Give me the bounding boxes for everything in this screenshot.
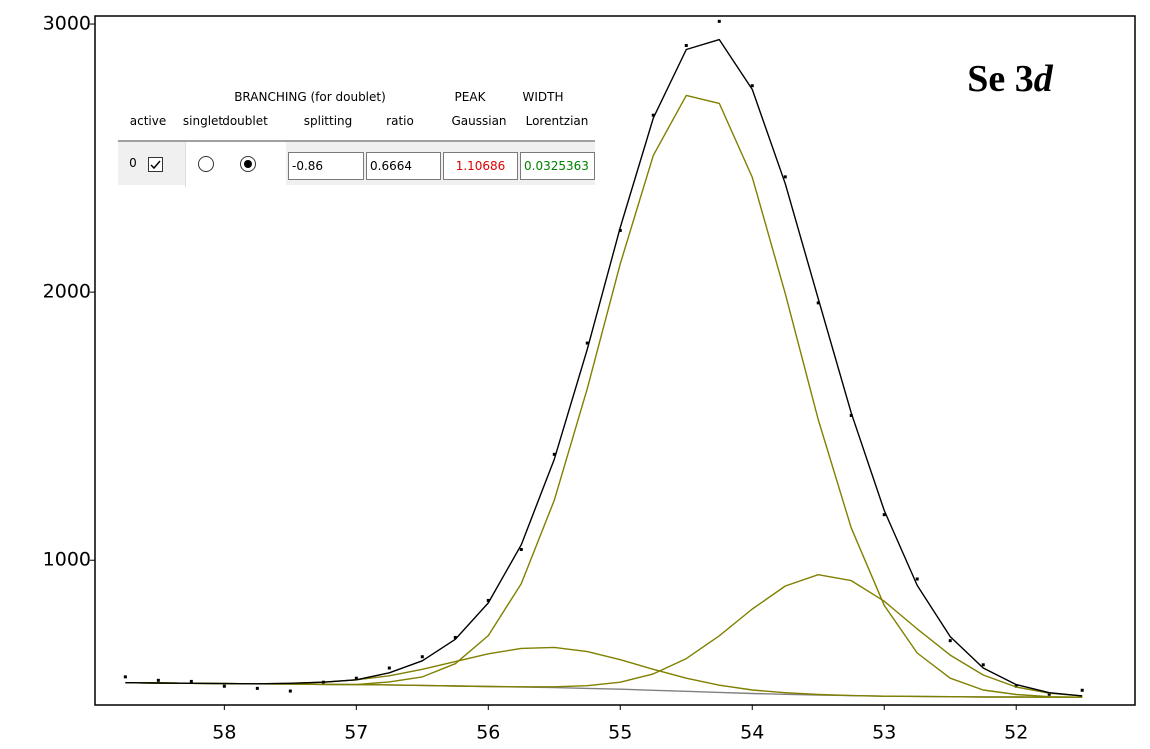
data-point: [156, 678, 160, 682]
y-tick-label: 1000: [43, 549, 91, 571]
data-point: [750, 84, 754, 88]
y-tick-label: 2000: [43, 281, 91, 303]
annotation: Se 3d: [967, 58, 1054, 100]
data-point: [783, 175, 787, 179]
column-header: splitting: [303, 114, 353, 128]
data-point: [882, 513, 886, 517]
mode-cell: [185, 142, 286, 187]
data-point: [255, 686, 259, 690]
group-header: PEAK: [454, 90, 486, 104]
data-point: [453, 635, 457, 639]
data-point: [420, 655, 424, 659]
peak-row: 0 -0.86 0.6664 1.10686 0.0325363: [118, 140, 595, 187]
data-point: [288, 689, 292, 693]
data-point: [618, 228, 622, 232]
x-tick-label: 55: [608, 722, 632, 744]
series-line: [125, 574, 1083, 697]
ratio-input[interactable]: 0.6664: [366, 152, 441, 180]
singlet-radio[interactable]: [198, 156, 214, 172]
series-line: [125, 682, 1083, 698]
annotation-text: Se 3: [967, 58, 1034, 100]
row-index: 0: [129, 156, 137, 170]
plot-frame: [94, 15, 1136, 706]
data-point: [222, 684, 226, 688]
data-point: [354, 676, 358, 680]
annotation-text: d: [1034, 58, 1054, 100]
doublet-radio[interactable]: [240, 156, 256, 172]
data-point: [552, 452, 556, 456]
x-tick-label: 58: [212, 722, 236, 744]
series-line: [125, 38, 1083, 697]
group-header: WIDTH: [522, 90, 564, 104]
active-checkbox[interactable]: [148, 157, 163, 172]
data-point: [849, 413, 853, 417]
data-point: [651, 113, 655, 117]
series-line: [125, 646, 1083, 698]
data-point: [981, 663, 985, 667]
check-mark: [150, 160, 161, 170]
data-point: [519, 548, 523, 552]
x-tick-label: 57: [344, 722, 368, 744]
radio-dot: [244, 160, 252, 168]
data-point: [915, 577, 919, 581]
x-tick-label: 52: [1004, 722, 1028, 744]
peak-panel: BRANCHING (for doublet) PEAK WIDTH activ…: [118, 83, 595, 187]
column-header: ratio: [386, 114, 414, 128]
data-point: [684, 43, 688, 47]
x-tick-label: 54: [740, 722, 764, 744]
data-point: [1047, 692, 1051, 696]
group-header: BRANCHING (for doublet): [234, 90, 386, 104]
gaussian-input[interactable]: 1.10686: [443, 152, 518, 180]
x-tick-label: 53: [872, 722, 896, 744]
data-point: [816, 301, 820, 305]
column-header: doublet: [222, 114, 268, 128]
data-point: [717, 19, 721, 23]
data-point: [948, 639, 952, 643]
data-point: [1014, 684, 1018, 688]
y-tick-label: 3000: [43, 13, 91, 35]
data-point: [486, 598, 490, 602]
data-point: [123, 675, 127, 679]
data-point: [387, 666, 391, 670]
data-point: [585, 341, 589, 345]
column-header: Gaussian: [451, 114, 507, 128]
column-header: active: [129, 114, 167, 128]
lorentzian-input[interactable]: 0.0325363: [520, 152, 595, 180]
column-header: singlet: [182, 114, 224, 128]
data-point: [189, 679, 193, 683]
data-point: [1080, 688, 1084, 692]
x-tick-label: 56: [476, 722, 500, 744]
column-header: Lorentzian: [525, 114, 589, 128]
splitting-input[interactable]: -0.86: [288, 152, 364, 180]
